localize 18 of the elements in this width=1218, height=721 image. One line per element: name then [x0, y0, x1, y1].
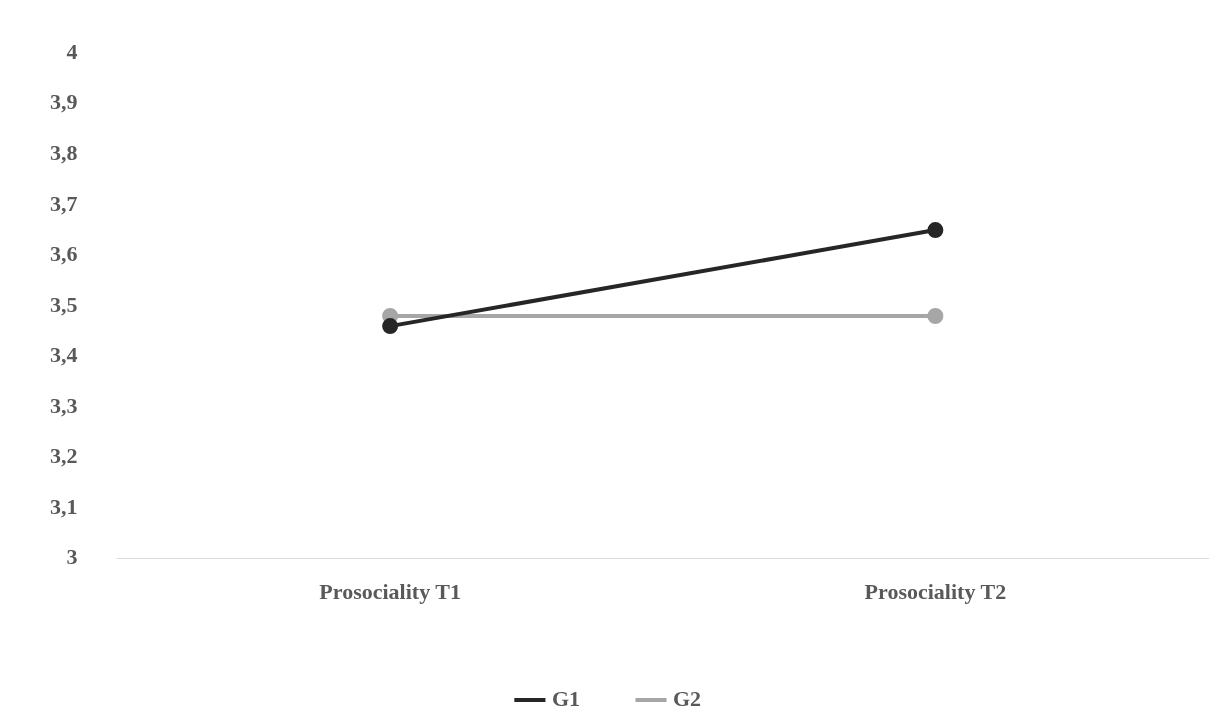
x-tick-label: Prosociality T2 [864, 579, 1007, 605]
y-tick-label: 4 [66, 38, 78, 64]
legend-label: G2 [673, 685, 702, 711]
y-tick-label: 3,8 [50, 139, 78, 165]
y-tick-label: 3,9 [50, 89, 78, 115]
y-tick-label: 3,4 [50, 342, 78, 368]
legend-label: G1 [551, 685, 581, 711]
y-tick-label: 3,5 [50, 291, 78, 317]
y-tick-label: 3,1 [50, 493, 78, 519]
y-tick-label: 3,3 [50, 392, 78, 418]
y-tick-label: 3 [66, 544, 78, 570]
y-tick-label: 3,6 [50, 241, 78, 267]
x-tick-label: Prosociality T1 [319, 579, 461, 605]
point [927, 222, 944, 239]
y-tick-label: 3,2 [50, 443, 78, 469]
point [382, 318, 399, 335]
point [927, 308, 944, 325]
y-tick-label: 3,7 [50, 190, 78, 216]
